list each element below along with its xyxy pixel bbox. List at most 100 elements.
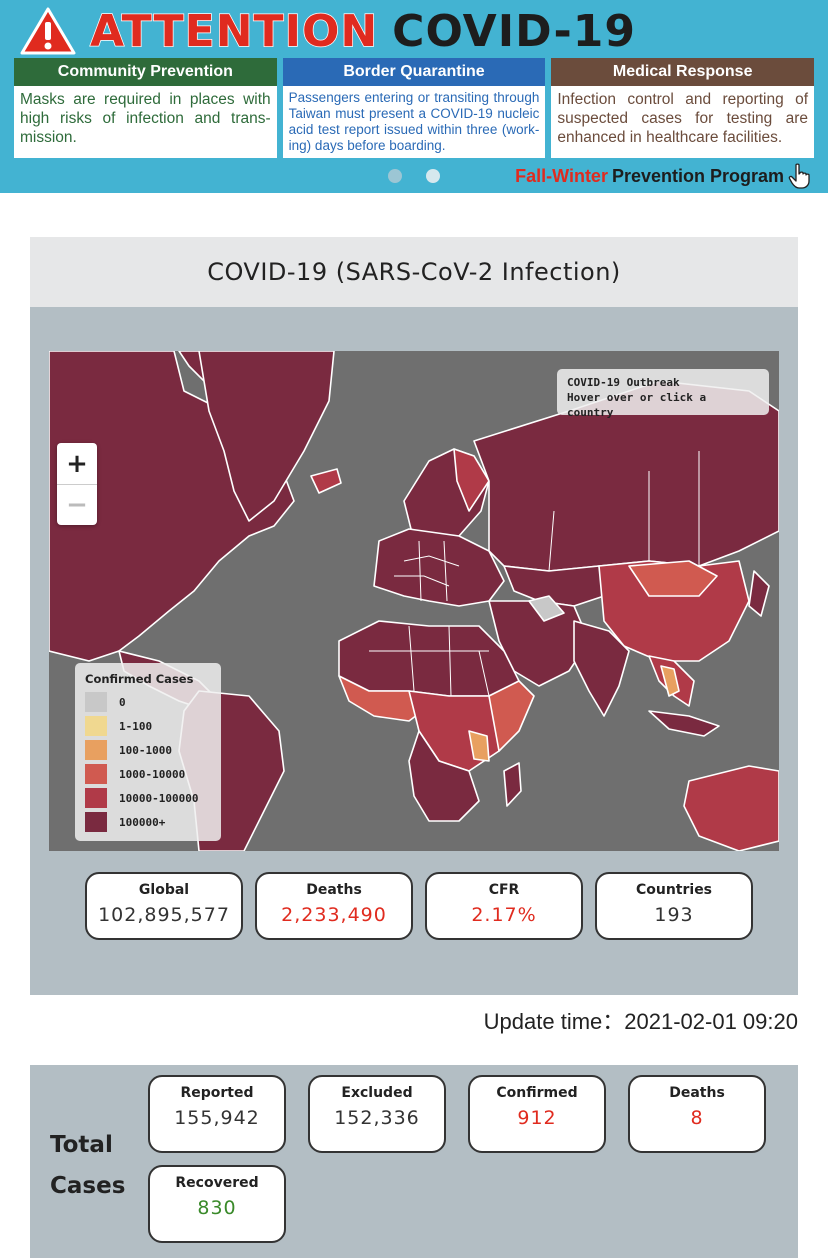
total-reported: Reported 155,942 (148, 1075, 286, 1153)
stat-label: Deaths (306, 882, 362, 898)
legend-swatch (85, 788, 107, 808)
country-east-africa (488, 680, 535, 752)
country-north-africa (338, 620, 520, 697)
card-heading: Medical Response (551, 58, 815, 86)
legend-label: 1000-10000 (119, 767, 186, 781)
covid-dashboard-panel: COVID-19 (SARS-CoV-2 Infection) (30, 237, 798, 995)
zoom-in-button[interactable]: + (66, 448, 88, 479)
card-text: Passengers entering or transiting throug… (288, 90, 540, 153)
card-border-quarantine: Border Quarantine Passengers entering or… (282, 58, 546, 158)
country-iceland (310, 468, 342, 494)
country-tanzania-lowcase (468, 730, 490, 762)
zoom-out-button[interactable]: − (57, 484, 97, 525)
total-label: Recovered (175, 1175, 259, 1191)
info-hint: Hover over or click a country (567, 391, 707, 419)
carousel-dot-2[interactable] (426, 169, 440, 183)
carousel-dot-1[interactable] (388, 169, 402, 183)
total-cases-label-line2: Cases (50, 1173, 126, 1199)
legend-label: 10000-100000 (119, 791, 199, 805)
stat-value: 102,895,577 (98, 904, 230, 926)
card-heading: Border Quarantine (282, 58, 546, 86)
total-cases-panel: Total Cases Reported 155,942 Excluded 15… (30, 1065, 798, 1258)
border-lines-asia (548, 451, 700, 572)
total-value: 152,336 (334, 1107, 420, 1129)
prevention-banner[interactable]: ATTENTION COVID-19 Community Prevention … (0, 0, 828, 193)
country-madagascar (503, 762, 522, 807)
legend-item: 1000-10000 (85, 762, 211, 786)
warning-triangle-icon (20, 7, 76, 55)
legend-item: 10000-100000 (85, 786, 211, 810)
country-mongolia (628, 560, 718, 597)
total-cases-label-line1: Total (50, 1132, 113, 1158)
map-info-box: COVID-19 Outbreak Hover over or click a … (557, 369, 769, 419)
legend-swatch (85, 764, 107, 784)
total-cases-label: Total Cases (50, 1125, 125, 1207)
info-title: COVID-19 Outbreak (567, 376, 680, 389)
stat-value: 2,233,490 (281, 904, 387, 926)
total-label: Confirmed (496, 1085, 578, 1101)
legend-label: 1-100 (119, 719, 153, 733)
legend-swatch (85, 716, 107, 736)
total-confirmed: Confirmed 912 (468, 1075, 606, 1153)
carousel-dots (388, 169, 440, 183)
hand-pointer-icon (788, 163, 810, 189)
stat-countries: Countries 193 (595, 872, 753, 940)
update-time: Update time：2021-02-01 09:20 (483, 1009, 798, 1034)
legend-item: 100000+ (85, 810, 211, 834)
banner-title-attention: ATTENTION (89, 5, 379, 58)
stat-label: Global (138, 882, 190, 898)
banner-title-covid: COVID-19 (392, 5, 636, 57)
country-kazakhstan (503, 565, 605, 607)
map-legend: Confirmed Cases 0 1-100 100-1000 1000-10… (75, 663, 221, 841)
total-value: 155,942 (174, 1107, 260, 1129)
zoom-control: + − (57, 443, 97, 525)
country-vietnam-lowcase (660, 665, 680, 697)
stat-value: 193 (654, 904, 694, 926)
stat-global: Global 102,895,577 (85, 872, 243, 940)
legend-label: 100-1000 (119, 743, 172, 757)
banner-cards: Community Prevention Masks are required … (14, 58, 815, 158)
total-deaths: Deaths 8 (628, 1075, 766, 1153)
legend-label: 0 (119, 695, 126, 709)
border-lines-europe (394, 540, 460, 602)
card-community-prevention: Community Prevention Masks are required … (14, 58, 277, 158)
country-central-asia-grey (528, 595, 565, 622)
total-recovered: Recovered 830 (148, 1165, 286, 1243)
total-value: 830 (197, 1197, 237, 1219)
program-link[interactable]: Fall-Winter Prevention Program (515, 163, 812, 189)
card-medical-response: Medical Response Infection control and r… (551, 58, 815, 158)
country-europe (373, 528, 505, 607)
country-southern-africa (408, 730, 480, 822)
total-excluded: Excluded 152,336 (308, 1075, 446, 1153)
country-india (573, 620, 630, 717)
legend-title: Confirmed Cases (85, 672, 194, 686)
country-greenland (198, 351, 335, 522)
stat-label: Countries (635, 882, 713, 898)
total-label: Excluded (341, 1085, 413, 1101)
program-label: Prevention Program (611, 165, 784, 186)
country-indonesia (648, 710, 720, 737)
program-highlight: Fall-Winter (515, 165, 608, 186)
stat-cfr: CFR 2.17% (425, 872, 583, 940)
stat-value: 2.17% (471, 904, 537, 926)
stat-deaths: Deaths 2,233,490 (255, 872, 413, 940)
legend-item: 100-1000 (85, 738, 211, 762)
legend-item: 0 (85, 690, 211, 714)
world-map[interactable]: + − COVID-19 Outbreak Hover over or clic… (49, 351, 779, 851)
card-text: Infection control and reporting of suspe… (557, 91, 809, 146)
panel-title: COVID-19 (SARS-CoV-2 Infection) (30, 237, 798, 307)
country-finland (453, 448, 490, 512)
legend-swatch (85, 812, 107, 832)
country-japan (748, 570, 770, 617)
legend-label: 100000+ (119, 815, 166, 829)
legend-swatch (85, 740, 107, 760)
total-value: 912 (517, 1107, 557, 1129)
card-heading: Community Prevention (14, 58, 277, 86)
country-australia (683, 765, 779, 851)
border-lines-africa (369, 625, 490, 697)
legend-item: 1-100 (85, 714, 211, 738)
total-label: Reported (180, 1085, 254, 1101)
banner-title: ATTENTION COVID-19 (20, 5, 636, 58)
legend-swatch (85, 692, 107, 712)
total-label: Deaths (669, 1085, 725, 1101)
